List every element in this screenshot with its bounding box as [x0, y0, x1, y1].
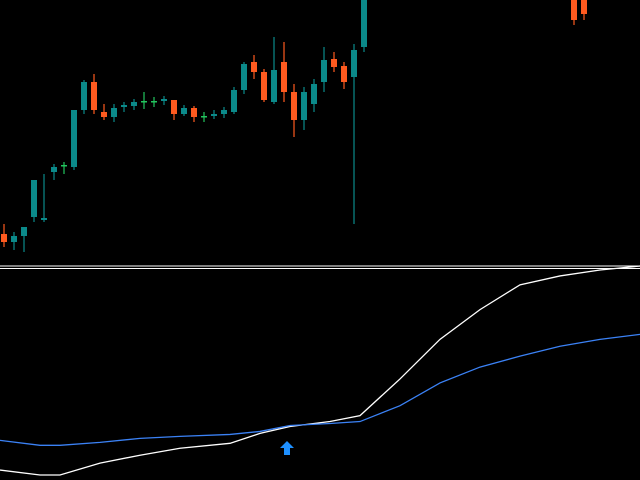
candle[interactable] — [31, 180, 37, 222]
candle[interactable] — [231, 87, 237, 114]
candle-body — [211, 114, 217, 116]
candle-body — [31, 180, 37, 217]
slow-indicator-line[interactable] — [0, 333, 640, 446]
candle-body — [81, 82, 87, 110]
candle[interactable] — [141, 92, 147, 109]
candle-body — [71, 110, 77, 167]
candle[interactable] — [91, 74, 97, 114]
candle-body — [101, 112, 107, 117]
candle[interactable] — [171, 100, 177, 120]
candle[interactable] — [311, 79, 317, 112]
candle[interactable] — [301, 87, 307, 130]
candle[interactable] — [281, 42, 287, 102]
candle-body — [1, 234, 7, 242]
candle[interactable] — [191, 106, 197, 122]
candle[interactable] — [111, 104, 117, 122]
candle-body — [41, 218, 47, 220]
candle[interactable] — [61, 162, 67, 174]
candle-body — [161, 99, 167, 101]
candle-body — [51, 167, 57, 172]
candle-edge[interactable] — [581, 0, 587, 20]
candle[interactable] — [271, 37, 277, 104]
candle[interactable] — [1, 224, 7, 247]
candle-body — [341, 66, 347, 82]
candle-body — [271, 70, 277, 102]
candle-body — [91, 82, 97, 110]
candle[interactable] — [41, 174, 47, 222]
candle-body — [171, 100, 177, 114]
candle[interactable] — [331, 52, 337, 72]
candle-body — [261, 72, 267, 100]
candle[interactable] — [181, 105, 187, 116]
candle[interactable] — [51, 164, 57, 180]
candle-body — [241, 64, 247, 90]
candle[interactable] — [161, 96, 167, 105]
candle-body — [121, 105, 127, 107]
candle-body — [581, 0, 587, 14]
candle[interactable] — [351, 44, 357, 224]
candle[interactable] — [21, 227, 27, 252]
candle-body — [21, 227, 27, 236]
candle[interactable] — [101, 104, 107, 120]
candle[interactable] — [201, 112, 207, 122]
candle[interactable] — [131, 99, 137, 110]
candle[interactable] — [321, 47, 327, 92]
indicator-pane — [0, 265, 640, 476]
candle-body — [61, 165, 67, 167]
candle[interactable] — [241, 62, 247, 94]
candle-body — [201, 116, 207, 118]
candle-body — [251, 62, 257, 72]
candle-body — [131, 102, 137, 106]
candle[interactable] — [341, 62, 347, 89]
candle-body — [181, 108, 187, 114]
candle-body — [191, 108, 197, 117]
candle[interactable] — [361, 0, 367, 52]
candle-body — [141, 101, 147, 103]
candle[interactable] — [221, 107, 227, 118]
candle-body — [571, 0, 577, 20]
candle[interactable] — [151, 97, 157, 107]
candle[interactable] — [81, 80, 87, 114]
candle-body — [321, 60, 327, 82]
candle[interactable] — [11, 232, 17, 250]
candle[interactable] — [71, 110, 77, 170]
candle-body — [11, 236, 17, 242]
candle-body — [301, 92, 307, 120]
candle-body — [281, 62, 287, 92]
candle-body — [111, 108, 117, 117]
candle-body — [361, 0, 367, 47]
candle-body — [291, 92, 297, 120]
candle[interactable] — [291, 84, 297, 137]
candle[interactable] — [121, 102, 127, 112]
price-pane — [1, 0, 587, 252]
candle-edge[interactable] — [571, 0, 577, 25]
candle-body — [231, 90, 237, 112]
candle[interactable] — [211, 110, 217, 119]
candle-body — [351, 50, 357, 77]
candle-body — [311, 84, 317, 104]
candle-body — [331, 59, 337, 67]
candle-body — [151, 101, 157, 103]
candle[interactable] — [251, 55, 257, 79]
candle[interactable] — [261, 69, 267, 102]
candle-body — [221, 110, 227, 114]
buy-signal-arrow-icon[interactable] — [280, 441, 294, 455]
